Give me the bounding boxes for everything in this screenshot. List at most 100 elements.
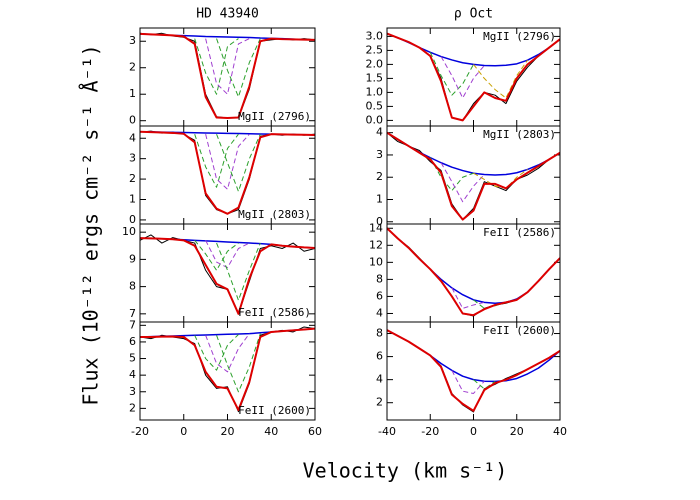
panel-frame [386,321,561,421]
y-tick-label: 4 [129,368,136,381]
x-tick-label: 0 [470,425,477,438]
y-tick-label: 10 [122,225,136,238]
y-tick-label: 8 [129,280,136,293]
y-tick-label: 0.0 [366,113,384,126]
spectrum-line [387,227,560,304]
spectrum-line [140,327,315,412]
y-axis-label: Flux (10⁻¹² ergs cm⁻² s⁻¹ Å⁻¹) [79,44,103,405]
x-tick-label: -40 [378,425,396,438]
y-tick-label: 3.0 [366,29,384,42]
y-tick-label: 1.0 [366,85,384,98]
spectrum-line [216,242,261,301]
spectrum-line [451,370,485,394]
column-title: HD 43940 [196,7,259,22]
spectrum-line [194,38,239,95]
y-tick-label: 2.5 [366,43,384,56]
spectrum-line [205,333,250,373]
spectrum-line [387,329,560,412]
spectrum-line [451,287,485,309]
y-tick-label: 3 [129,34,136,47]
spectrum-line [140,237,315,315]
y-tick-label: 0.5 [366,99,384,112]
y-tick-label: 2 [376,170,383,183]
spectrum-line [473,59,528,99]
panel-label: FeII (2586) [483,226,556,239]
spectrum-line [194,133,239,188]
y-tick-label: 8 [376,327,383,340]
spectrum-line [140,326,315,413]
x-tick-label: 60 [308,425,322,438]
column-title: ρ Oct [454,7,493,22]
y-tick-label: 1 [376,193,383,206]
x-tick-label: 20 [221,425,235,438]
y-tick-label: 5 [129,352,136,365]
y-tick-label: 0 [129,213,136,226]
panel-label: FeII (2600) [483,324,556,337]
y-tick-label: 12 [369,238,383,251]
x-tick-label: -20 [421,425,439,438]
spectrum-line [473,379,496,390]
y-tick-label: 2 [129,61,136,74]
panel-label: MgII (2796) [238,110,311,123]
y-tick-label: 7 [129,307,136,320]
spectrum-line [440,56,485,99]
spectrum-line [205,133,250,190]
y-tick-label: 2.0 [366,57,384,70]
spectrum-line [205,240,250,269]
y-tick-label: 1.5 [366,71,384,84]
spectrum-line [429,52,474,96]
spectrum-line [387,131,560,221]
panel-label: MgII (2796) [483,30,556,43]
y-tick-label: 4 [129,131,136,144]
y-tick-label: 10 [369,255,383,268]
spectrum-line [140,32,315,120]
x-tick-label: -20 [131,425,149,438]
y-tick-label: 1 [129,87,136,100]
spectrum-line [216,38,261,98]
y-tick-label: 4 [376,306,383,319]
spectrum-line [429,157,474,192]
y-tick-label: 6 [129,335,136,348]
y-tick-label: 3 [376,148,383,161]
x-axis-label: Velocity (km s⁻¹) [303,459,508,483]
spectrum-line [216,133,261,192]
panel-label: MgII (2803) [483,128,556,141]
panel-frame [139,321,316,421]
x-tick-label: 20 [510,425,524,438]
y-tick-label: 0 [129,114,136,127]
spectrum-line [140,130,315,215]
y-tick-label: 8 [376,272,383,285]
y-tick-label: 2 [129,401,136,414]
spectrum-line [473,169,528,189]
spectrum-line [194,334,239,371]
spectrum-line [387,32,560,122]
spectrum-line [387,227,560,317]
spectrum-line [387,227,560,317]
x-tick-label: 40 [553,425,567,438]
x-tick-label: 0 [180,425,187,438]
y-tick-label: 3 [129,152,136,165]
y-tick-label: 4 [376,373,383,386]
spectrum-line [216,333,261,393]
spectrum-line [440,162,485,203]
y-tick-label: 0 [376,215,383,228]
x-tick-label: 40 [264,425,278,438]
y-tick-label: 6 [376,289,383,302]
y-tick-label: 6 [376,350,383,363]
spectrum-line [140,32,315,119]
y-tick-label: 2 [129,172,136,185]
spectrum-line [387,329,560,383]
y-tick-label: 3 [129,385,136,398]
panel-label: FeII (2600) [238,404,311,417]
panel-label: FeII (2586) [238,306,311,319]
spectrum-line [140,130,315,215]
y-tick-label: 14 [369,221,383,234]
y-tick-label: 4 [376,126,383,139]
spectrum-line [194,240,239,271]
y-tick-label: 2 [376,396,383,409]
panel-label: MgII (2803) [238,208,311,221]
spectrum-line [387,132,560,221]
y-tick-label: 1 [129,193,136,206]
y-tick-label: 9 [129,252,136,265]
